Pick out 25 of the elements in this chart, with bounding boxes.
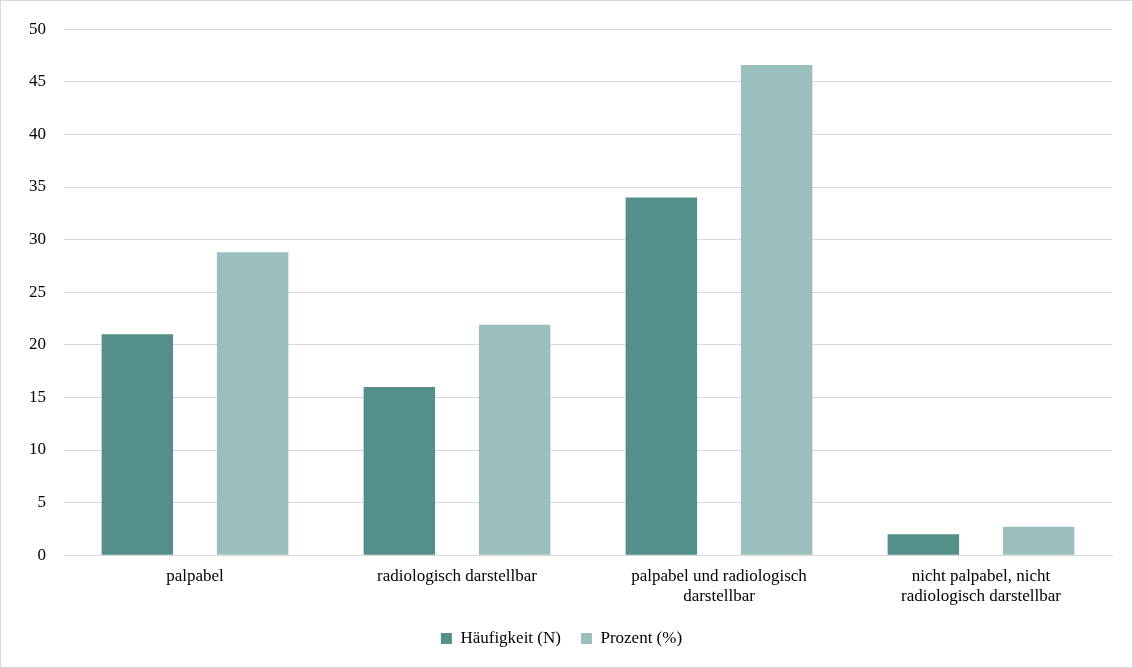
y-tick-label: 50 [29,18,46,38]
y-tick-label: 35 [29,176,46,196]
y-tick-label: 0 [37,544,46,564]
y-tick-label: 20 [29,334,46,354]
bar [1002,526,1075,555]
y-tick-label: 40 [29,123,46,143]
y-tick-label: 15 [29,386,46,406]
x-tick-label: palpabel [166,565,225,585]
y-tick-label: 25 [29,281,46,301]
bar [625,197,698,555]
bar [478,324,551,555]
bar [887,534,960,555]
x-tick-label: radiologisch darstellbar [376,565,538,585]
y-tick-label: 45 [29,71,46,91]
x-tick-label: palpabel und radiologisch darstellbar [631,565,808,606]
bar [740,64,813,555]
y-tick-label: 10 [29,439,46,459]
y-tick-label: 5 [37,492,46,512]
y-tick-label: 30 [29,229,46,249]
legend-label: Prozent (%) [600,627,683,647]
bar [101,334,174,555]
legend-label: Häufigkeit (N) [460,627,561,647]
bar [363,386,436,555]
x-tick-label: nicht palpabel, nicht radiologisch darstellbar [900,565,1062,606]
bar [216,252,289,555]
